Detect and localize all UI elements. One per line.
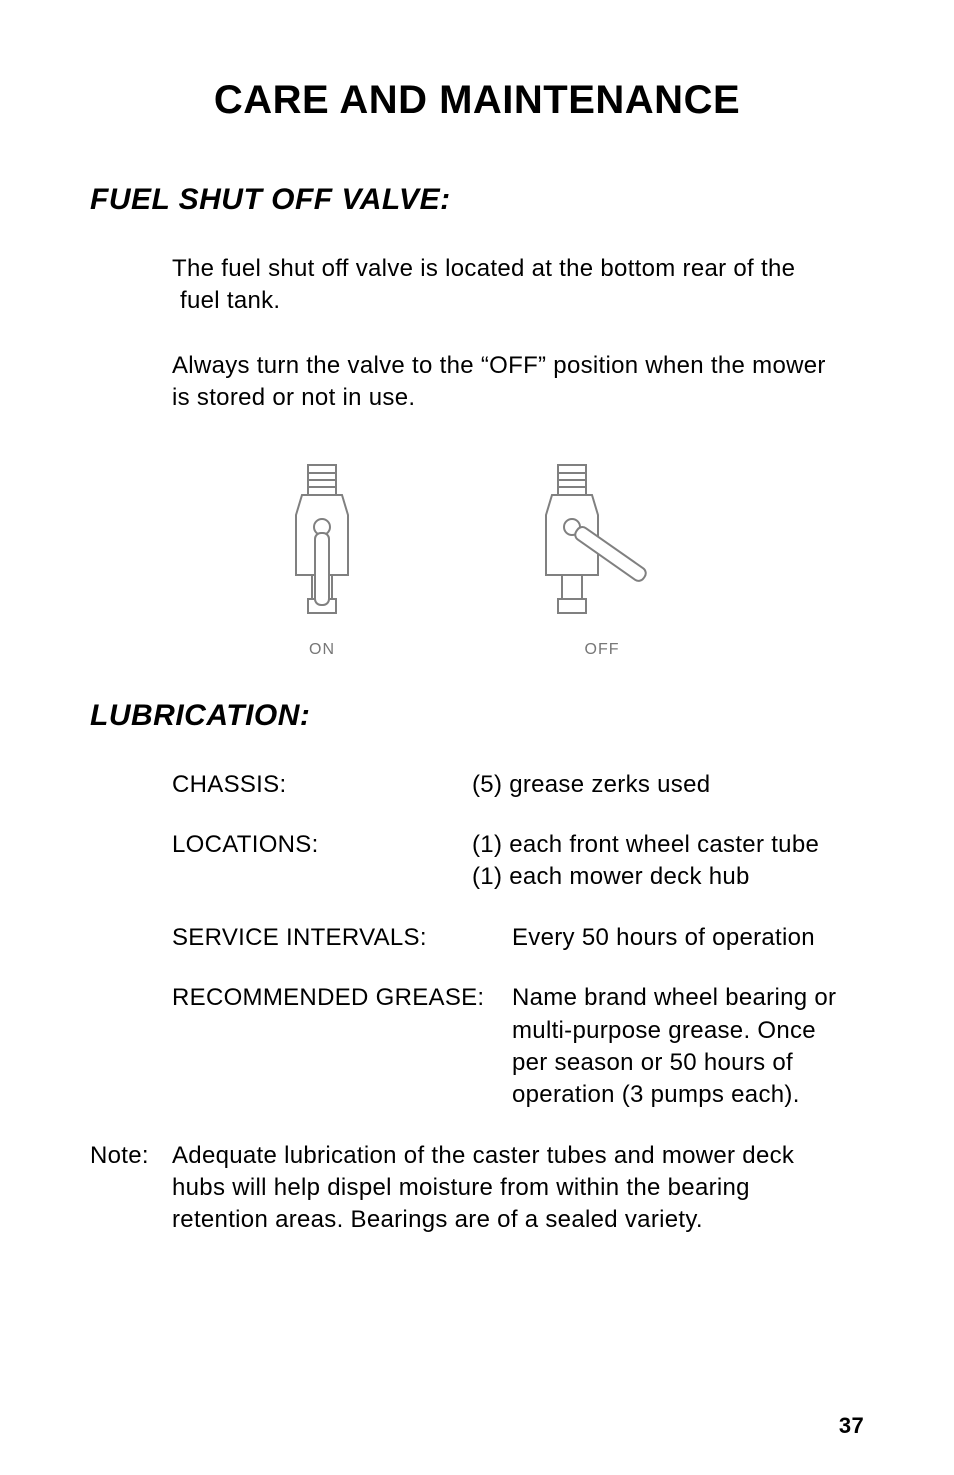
page-number: 37 bbox=[839, 1413, 864, 1439]
valve-off-figure: OFF bbox=[502, 455, 702, 659]
fuel-paragraph-1: The fuel shut off valve is located at th… bbox=[172, 253, 864, 318]
fuel-section-heading: FUEL SHUT OFF VALVE: bbox=[90, 183, 864, 217]
text-line: Always turn the valve to the “OFF” posit… bbox=[172, 352, 826, 379]
text-line: per season or 50 hours of bbox=[512, 1049, 793, 1076]
lubrication-section-heading: LUBRICATION: bbox=[90, 699, 864, 733]
page-title: CARE AND MAINTENANCE bbox=[90, 78, 864, 123]
fuel-paragraph-2: Always turn the valve to the “OFF” posit… bbox=[172, 350, 864, 415]
text-line: (1) each front wheel caster tube bbox=[472, 831, 819, 858]
text-line: Name brand wheel bearing or bbox=[512, 984, 836, 1011]
note-body: Adequate lubrication of the caster tubes… bbox=[172, 1140, 864, 1237]
lubrication-service-row: SERVICE INTERVALS: Every 50 hours of ope… bbox=[172, 922, 864, 954]
grease-value: Name brand wheel bearing or multi-purpos… bbox=[512, 982, 864, 1112]
lubrication-chassis-row: CHASSIS: (5) grease zerks used bbox=[172, 769, 864, 801]
valve-off-icon bbox=[502, 455, 702, 635]
text-line: (1) each mower deck hub bbox=[472, 863, 750, 890]
text-line: is stored or not in use. bbox=[172, 384, 415, 411]
valve-on-caption: ON bbox=[252, 641, 392, 659]
chassis-value: (5) grease zerks used bbox=[472, 769, 864, 801]
grease-label: RECOMMENDED GREASE: bbox=[172, 982, 512, 1112]
locations-label: LOCATIONS: bbox=[172, 829, 472, 894]
lubrication-grease-row: RECOMMENDED GREASE: Name brand wheel bea… bbox=[172, 982, 864, 1112]
chassis-label: CHASSIS: bbox=[172, 769, 472, 801]
text-line: The fuel shut off valve is located at th… bbox=[172, 255, 795, 282]
valve-on-icon bbox=[252, 455, 392, 635]
text-line: operation (3 pumps each). bbox=[512, 1081, 800, 1108]
locations-value: (1) each front wheel caster tube (1) eac… bbox=[472, 829, 864, 894]
valve-figure-row: ON OFF bbox=[90, 455, 864, 659]
service-value: Every 50 hours of operation bbox=[512, 922, 864, 954]
text-line: multi-purpose grease. Once bbox=[512, 1017, 816, 1044]
valve-off-caption: OFF bbox=[502, 641, 702, 659]
service-label: SERVICE INTERVALS: bbox=[172, 922, 512, 954]
text-line: hubs will help dispel moisture from with… bbox=[172, 1174, 750, 1201]
note-row: Note: Adequate lubrication of the caster… bbox=[90, 1140, 864, 1237]
valve-on-figure: ON bbox=[252, 455, 392, 659]
text-line: Adequate lubrication of the caster tubes… bbox=[172, 1142, 794, 1169]
text-line: fuel tank. bbox=[180, 287, 280, 314]
text-line: retention areas. Bearings are of a seale… bbox=[172, 1206, 703, 1233]
lubrication-locations-row: LOCATIONS: (1) each front wheel caster t… bbox=[172, 829, 864, 894]
note-label: Note: bbox=[90, 1140, 172, 1237]
